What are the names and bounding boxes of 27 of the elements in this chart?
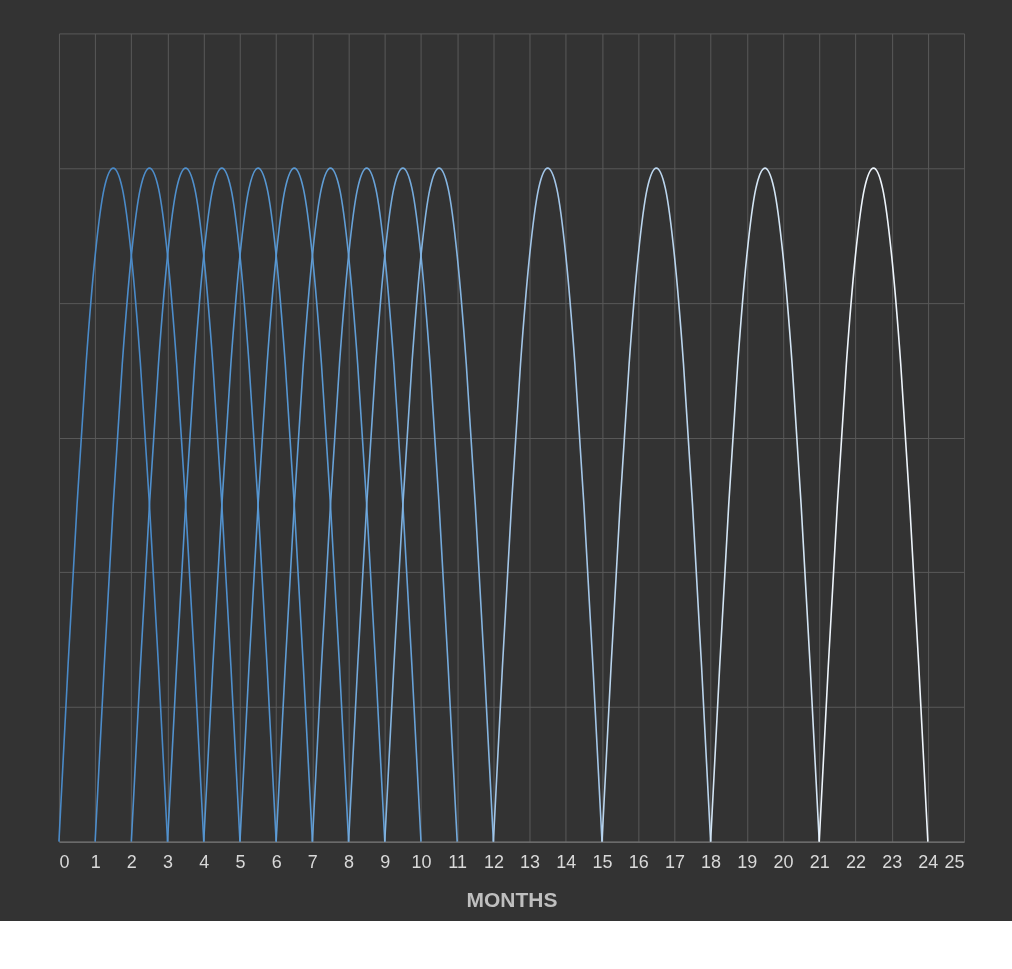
x-tick-label: 15 [592,852,613,873]
x-tick-label: 24 [918,852,939,873]
x-tick-label: 19 [737,852,758,873]
x-tick-label: 21 [809,852,830,873]
x-tick-label: 11 [448,852,468,873]
x-tick-label: 17 [664,852,685,873]
x-tick-label: 22 [845,852,866,873]
x-tick-label: 14 [556,852,577,873]
x-tick-label: 23 [882,852,903,873]
x-tick-label: 0 [59,852,70,873]
x-tick-label: 10 [411,852,432,873]
x-tick-label: 9 [380,852,391,873]
x-tick-label: 1 [90,852,101,873]
x-tick-label: 4 [199,852,210,873]
x-tick-label: 8 [344,852,355,873]
x-tick-label: 13 [520,852,541,873]
x-tick-label: 25 [944,852,965,873]
x-tick-label: 12 [483,852,504,873]
x-tick-label: 2 [126,852,137,873]
x-axis-title: MONTHS [466,888,558,912]
x-tick-label: 18 [701,852,722,873]
x-tick-label: 3 [163,852,174,873]
x-tick-label: 7 [307,852,318,873]
x-tick-label: 20 [773,852,794,873]
x-tick-label: 16 [628,852,649,873]
x-tick-label: 6 [271,852,282,873]
x-tick-label: 5 [235,852,246,873]
